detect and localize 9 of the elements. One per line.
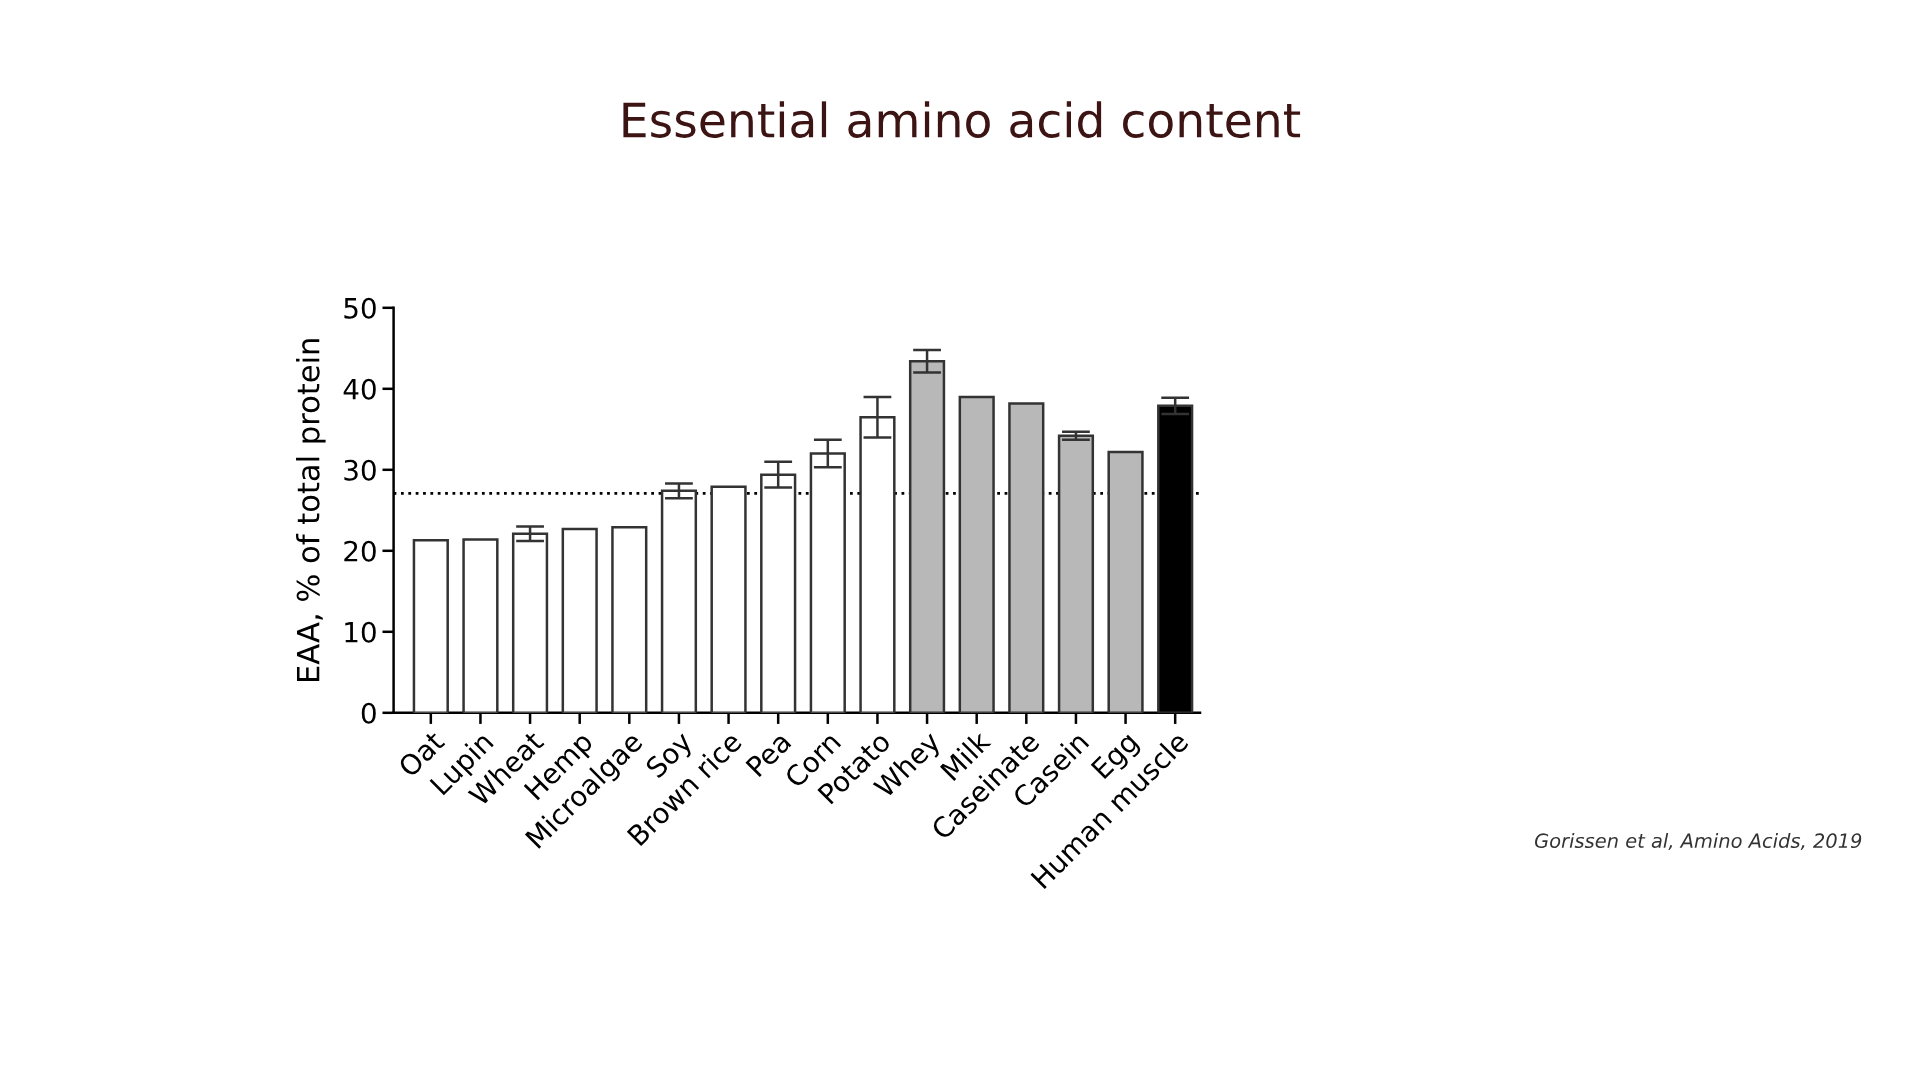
text: Gorissen et al, Amino Acids, 2019 <box>1534 832 1862 851</box>
y-axis-title: EAA, % of total protein <box>296 339 326 682</box>
y-tick-label: 10 <box>345 621 376 643</box>
y-tick-label: 50 <box>344 297 376 319</box>
y-tick-label: 20 <box>344 540 376 562</box>
chart-title: Essential amino acid content <box>623 101 1301 138</box>
y-tick-label: 30 <box>344 459 376 481</box>
y-tick-label: 0 <box>361 702 376 724</box>
y-tick-label: 40 <box>343 378 376 400</box>
